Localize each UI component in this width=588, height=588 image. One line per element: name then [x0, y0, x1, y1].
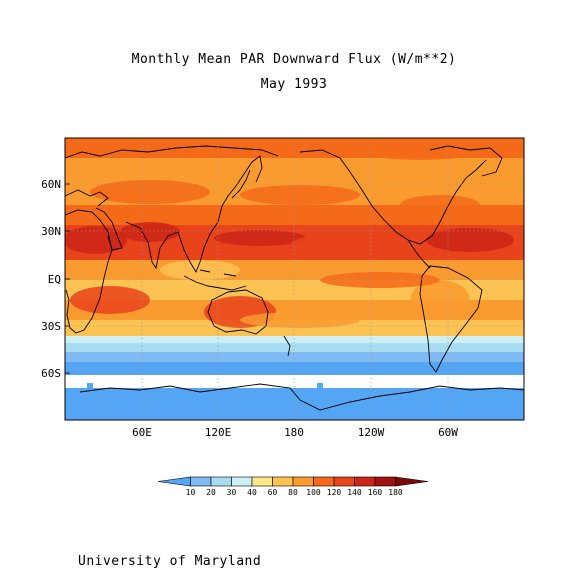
flux-band-13: [65, 375, 524, 388]
flux-band-12: [65, 362, 524, 375]
flux-band-1: [65, 158, 524, 175]
coastline-south-america: [419, 265, 483, 373]
coastline-africa: [65, 209, 113, 334]
coastline-indonesia: [183, 269, 247, 291]
flux-regions: [65, 140, 514, 388]
colorbar-swatch: [231, 476, 253, 487]
coastlines: [65, 145, 524, 411]
flux-region-4: [426, 228, 514, 252]
coastline-east-asia: [177, 155, 263, 274]
coastline-japan: [231, 169, 251, 199]
colorbar-label: 120: [327, 488, 342, 497]
lat-tick-label: 60N: [41, 178, 61, 191]
colorbar-label: 20: [206, 488, 216, 497]
flux-cell-b: [317, 383, 323, 388]
colorbar-label: 60: [268, 488, 278, 497]
colorbar-label: 30: [227, 488, 237, 497]
flux-region-13: [400, 195, 480, 215]
flux-region-2: [214, 230, 306, 246]
chart-subtitle: May 1993: [260, 77, 328, 92]
coastline-new-zealand: [283, 335, 291, 357]
chart-title: Monthly Mean PAR Downward Flux (W/m**2): [131, 52, 457, 67]
colorbar-swatch: [292, 476, 314, 487]
lon-tick-label: 180: [284, 426, 304, 439]
colorbar-swatch: [190, 476, 212, 487]
flux-region-3: [290, 235, 370, 255]
colorbar-swatch: [333, 476, 355, 487]
coastline-arabia: [95, 207, 123, 251]
flux-region-11: [240, 185, 360, 205]
colorbar-arrow-low: [157, 476, 191, 487]
footer-credit: University of Maryland: [78, 554, 262, 569]
colorbar-label: 100: [306, 488, 321, 497]
flux-region-14: [360, 140, 480, 160]
colorbar-label: 160: [368, 488, 383, 497]
colorbar-swatch: [251, 476, 273, 487]
coastline-central-america: [407, 239, 431, 269]
flux-region-5: [70, 286, 150, 314]
flux-band-11: [65, 352, 524, 362]
flux-band-7: [65, 300, 524, 320]
colorbar-label: 140: [347, 488, 362, 497]
lon-tick-label: 120W: [358, 426, 385, 439]
lon-tick-label: 60W: [438, 426, 458, 439]
coastline-europe: [65, 189, 109, 207]
colorbar-label: 80: [288, 488, 298, 497]
colorbar-swatch: [354, 476, 376, 487]
lon-tick-label: 120E: [205, 426, 232, 439]
colorbar-arrow-high: [395, 476, 429, 487]
map-frame: [64, 137, 525, 421]
flux-region-12: [90, 180, 210, 204]
lat-tick-label: 30N: [41, 225, 61, 238]
lon-tick-label: 60E: [132, 426, 152, 439]
latitude-labels: 60N 30N EQ 30S 60S: [41, 178, 61, 380]
flux-cell-a: [87, 383, 93, 388]
flux-region-7: [240, 312, 360, 328]
longitude-labels: 60E 120E 180 120W 60W: [132, 426, 458, 439]
lat-tick-label: EQ: [48, 273, 61, 286]
colorbar-label: 40: [247, 488, 257, 497]
flux-region-1: [120, 222, 180, 242]
colorbar-swatch: [374, 476, 396, 487]
flux-band-9: [65, 336, 524, 343]
flux-region-8: [410, 280, 470, 320]
colorbar: 10 20 30 40 60 80 100 120 140 160 180: [157, 476, 429, 497]
flux-region-0: [65, 226, 127, 254]
coastline-india: [125, 221, 179, 270]
flux-band-8: [65, 320, 524, 336]
colorbar-swatch: [210, 476, 232, 487]
colorbar-label: 180: [388, 488, 403, 497]
flux-band-5: [65, 260, 524, 280]
map-panel: [65, 138, 524, 420]
gridlines: [65, 138, 524, 420]
coastline-antarctica: [79, 383, 524, 411]
lat-tick-label: 60S: [41, 367, 61, 380]
colorbar-label: 10: [186, 488, 196, 497]
coastline-australia: [207, 289, 269, 335]
colorbar-swatch: [313, 476, 335, 487]
flux-band-10: [65, 343, 524, 352]
coastline-eurasia-north: [65, 145, 279, 159]
colorbar-swatch: [272, 476, 294, 487]
lat-tick-label: 30S: [41, 320, 61, 333]
flux-region-10: [320, 272, 440, 288]
